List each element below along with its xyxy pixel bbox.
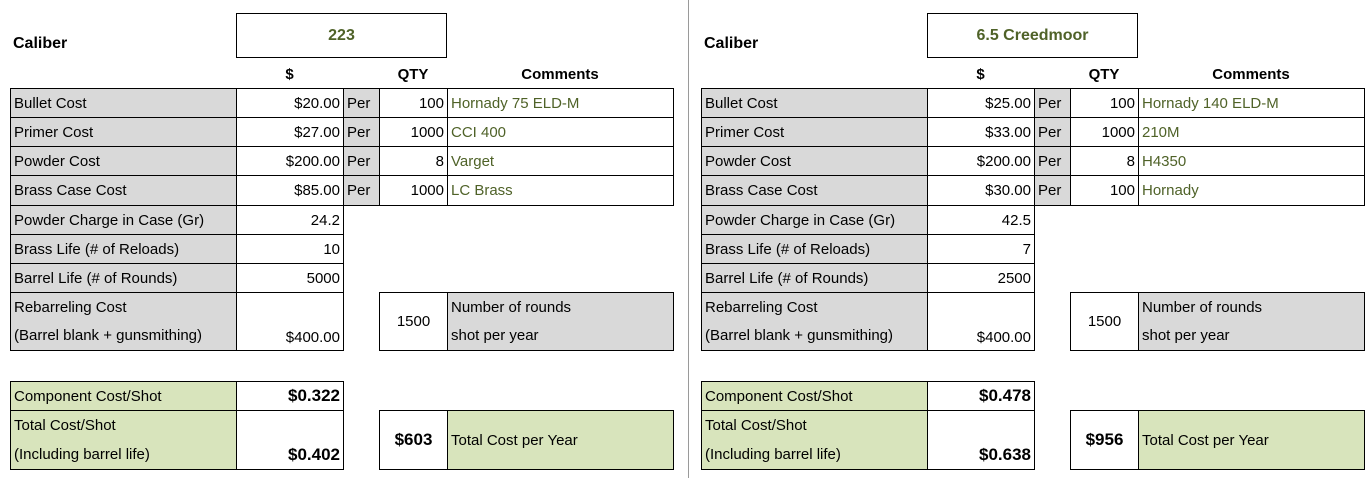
primer-cost-label: Primer Cost: [701, 117, 928, 147]
powder-per-label: Per: [1034, 146, 1071, 176]
component-cost-shot-label: Component Cost/Shot: [10, 381, 237, 411]
rounds-per-year-label-line2: shot per year: [1142, 327, 1230, 345]
barrel-life-label: Barrel Life (# of Rounds): [701, 263, 928, 293]
powder-charge-label: Powder Charge in Case (Gr): [10, 205, 237, 235]
component-cost-shot-value[interactable]: $0.322: [236, 381, 344, 411]
bullet-qty-value[interactable]: 100: [379, 88, 448, 118]
brass-qty-value[interactable]: 1000: [379, 175, 448, 206]
powder-cost-value[interactable]: $200.00: [236, 146, 344, 176]
rebarreling-cost-label: Rebarreling Cost (Barrel blank + gunsmit…: [10, 292, 237, 351]
total-cost-shot-label: Total Cost/Shot (Including barrel life): [10, 410, 237, 470]
component-cost-shot-label: Component Cost/Shot: [701, 381, 928, 411]
rounds-per-year-label-line1: Number of rounds: [451, 298, 572, 316]
caliber-panel-6-5-creedmoor: Caliber 6.5 Creedmoor $ QTY Comments Bul…: [691, 0, 1371, 478]
total-cost-year-value[interactable]: $603: [379, 410, 448, 470]
brass-life-value[interactable]: 7: [927, 234, 1035, 264]
brass-comment[interactable]: Hornady: [1138, 175, 1365, 206]
primer-comment[interactable]: 210M: [1138, 117, 1365, 147]
total-cost-year-label: Total Cost per Year: [447, 410, 674, 470]
total-cost-shot-label-line1: Total Cost/Shot: [14, 417, 116, 434]
bullet-qty-value[interactable]: 100: [1070, 88, 1139, 118]
primer-cost-value[interactable]: $33.00: [927, 117, 1035, 147]
total-cost-year-label: Total Cost per Year: [1138, 410, 1365, 470]
column-header-comments: Comments: [1212, 65, 1290, 83]
powder-charge-value[interactable]: 24.2: [236, 205, 344, 235]
total-cost-shot-value[interactable]: $0.402: [236, 410, 344, 470]
barrel-life-label: Barrel Life (# of Rounds): [10, 263, 237, 293]
barrel-life-value[interactable]: 2500: [927, 263, 1035, 293]
brass-case-cost-label: Brass Case Cost: [701, 175, 928, 206]
bullet-comment[interactable]: Hornady 75 ELD-M: [447, 88, 674, 118]
powder-cost-label: Powder Cost: [701, 146, 928, 176]
powder-charge-value[interactable]: 42.5: [927, 205, 1035, 235]
column-header-qty: QTY: [397, 65, 429, 83]
powder-cost-label: Powder Cost: [10, 146, 237, 176]
caliber-value[interactable]: 223: [236, 13, 447, 58]
primer-qty-value[interactable]: 1000: [379, 117, 448, 147]
column-header-comments: Comments: [521, 65, 599, 83]
primer-cost-value[interactable]: $27.00: [236, 117, 344, 147]
brass-case-cost-value[interactable]: $85.00: [236, 175, 344, 206]
powder-comment[interactable]: H4350: [1138, 146, 1365, 176]
powder-qty-value[interactable]: 8: [1070, 146, 1139, 176]
powder-charge-label: Powder Charge in Case (Gr): [701, 205, 928, 235]
rebarreling-cost-value[interactable]: $400.00: [236, 292, 344, 351]
rounds-per-year-label: Number of rounds shot per year: [447, 292, 674, 351]
brass-case-cost-label: Brass Case Cost: [10, 175, 237, 206]
caliber-value[interactable]: 6.5 Creedmoor: [927, 13, 1138, 58]
total-cost-shot-value[interactable]: $0.638: [927, 410, 1035, 470]
brass-per-label: Per: [1034, 175, 1071, 206]
rebarreling-cost-value[interactable]: $400.00: [927, 292, 1035, 351]
powder-per-label: Per: [343, 146, 380, 176]
total-cost-shot-label-line2: (Including barrel life): [14, 446, 150, 463]
column-header-dollar: $: [285, 65, 294, 83]
caliber-panel-223: Caliber 223 $ QTY Comments Bullet Cost $…: [0, 0, 680, 478]
primer-comment[interactable]: CCI 400: [447, 117, 674, 147]
column-header-qty: QTY: [1088, 65, 1120, 83]
total-cost-shot-label-line1: Total Cost/Shot: [705, 417, 807, 434]
panel-divider: [688, 0, 689, 478]
rebarreling-cost-label-line2: (Barrel blank + gunsmithing): [705, 327, 894, 345]
rounds-per-year-value[interactable]: 1500: [379, 292, 448, 351]
primer-per-label: Per: [1034, 117, 1071, 147]
rounds-per-year-label: Number of rounds shot per year: [1138, 292, 1365, 351]
bullet-cost-value[interactable]: $20.00: [236, 88, 344, 118]
powder-cost-value[interactable]: $200.00: [927, 146, 1035, 176]
brass-life-value[interactable]: 10: [236, 234, 344, 264]
rounds-per-year-label-line2: shot per year: [451, 327, 539, 345]
brass-life-label: Brass Life (# of Reloads): [701, 234, 928, 264]
rebarreling-cost-label-line1: Rebarreling Cost: [14, 298, 127, 316]
rebarreling-cost-label-line1: Rebarreling Cost: [705, 298, 818, 316]
rounds-per-year-value[interactable]: 1500: [1070, 292, 1139, 351]
brass-life-label: Brass Life (# of Reloads): [10, 234, 237, 264]
powder-comment[interactable]: Varget: [447, 146, 674, 176]
caliber-label: Caliber: [13, 35, 68, 52]
bullet-per-label: Per: [343, 88, 380, 118]
bullet-cost-label: Bullet Cost: [10, 88, 237, 118]
bullet-per-label: Per: [1034, 88, 1071, 118]
bullet-comment[interactable]: Hornady 140 ELD-M: [1138, 88, 1365, 118]
primer-cost-label: Primer Cost: [10, 117, 237, 147]
column-header-dollar: $: [976, 65, 985, 83]
caliber-label: Caliber: [704, 35, 759, 52]
bullet-cost-value[interactable]: $25.00: [927, 88, 1035, 118]
brass-comment[interactable]: LC Brass: [447, 175, 674, 206]
rounds-per-year-label-line1: Number of rounds: [1142, 298, 1263, 316]
primer-per-label: Per: [343, 117, 380, 147]
powder-qty-value[interactable]: 8: [379, 146, 448, 176]
total-cost-year-value[interactable]: $956: [1070, 410, 1139, 470]
bullet-cost-label: Bullet Cost: [701, 88, 928, 118]
barrel-life-value[interactable]: 5000: [236, 263, 344, 293]
primer-qty-value[interactable]: 1000: [1070, 117, 1139, 147]
total-cost-shot-label: Total Cost/Shot (Including barrel life): [701, 410, 928, 470]
rebarreling-cost-label-line2: (Barrel blank + gunsmithing): [14, 327, 203, 345]
total-cost-shot-label-line2: (Including barrel life): [705, 446, 841, 463]
brass-case-cost-value[interactable]: $30.00: [927, 175, 1035, 206]
brass-qty-value[interactable]: 100: [1070, 175, 1139, 206]
rebarreling-cost-label: Rebarreling Cost (Barrel blank + gunsmit…: [701, 292, 928, 351]
brass-per-label: Per: [343, 175, 380, 206]
component-cost-shot-value[interactable]: $0.478: [927, 381, 1035, 411]
